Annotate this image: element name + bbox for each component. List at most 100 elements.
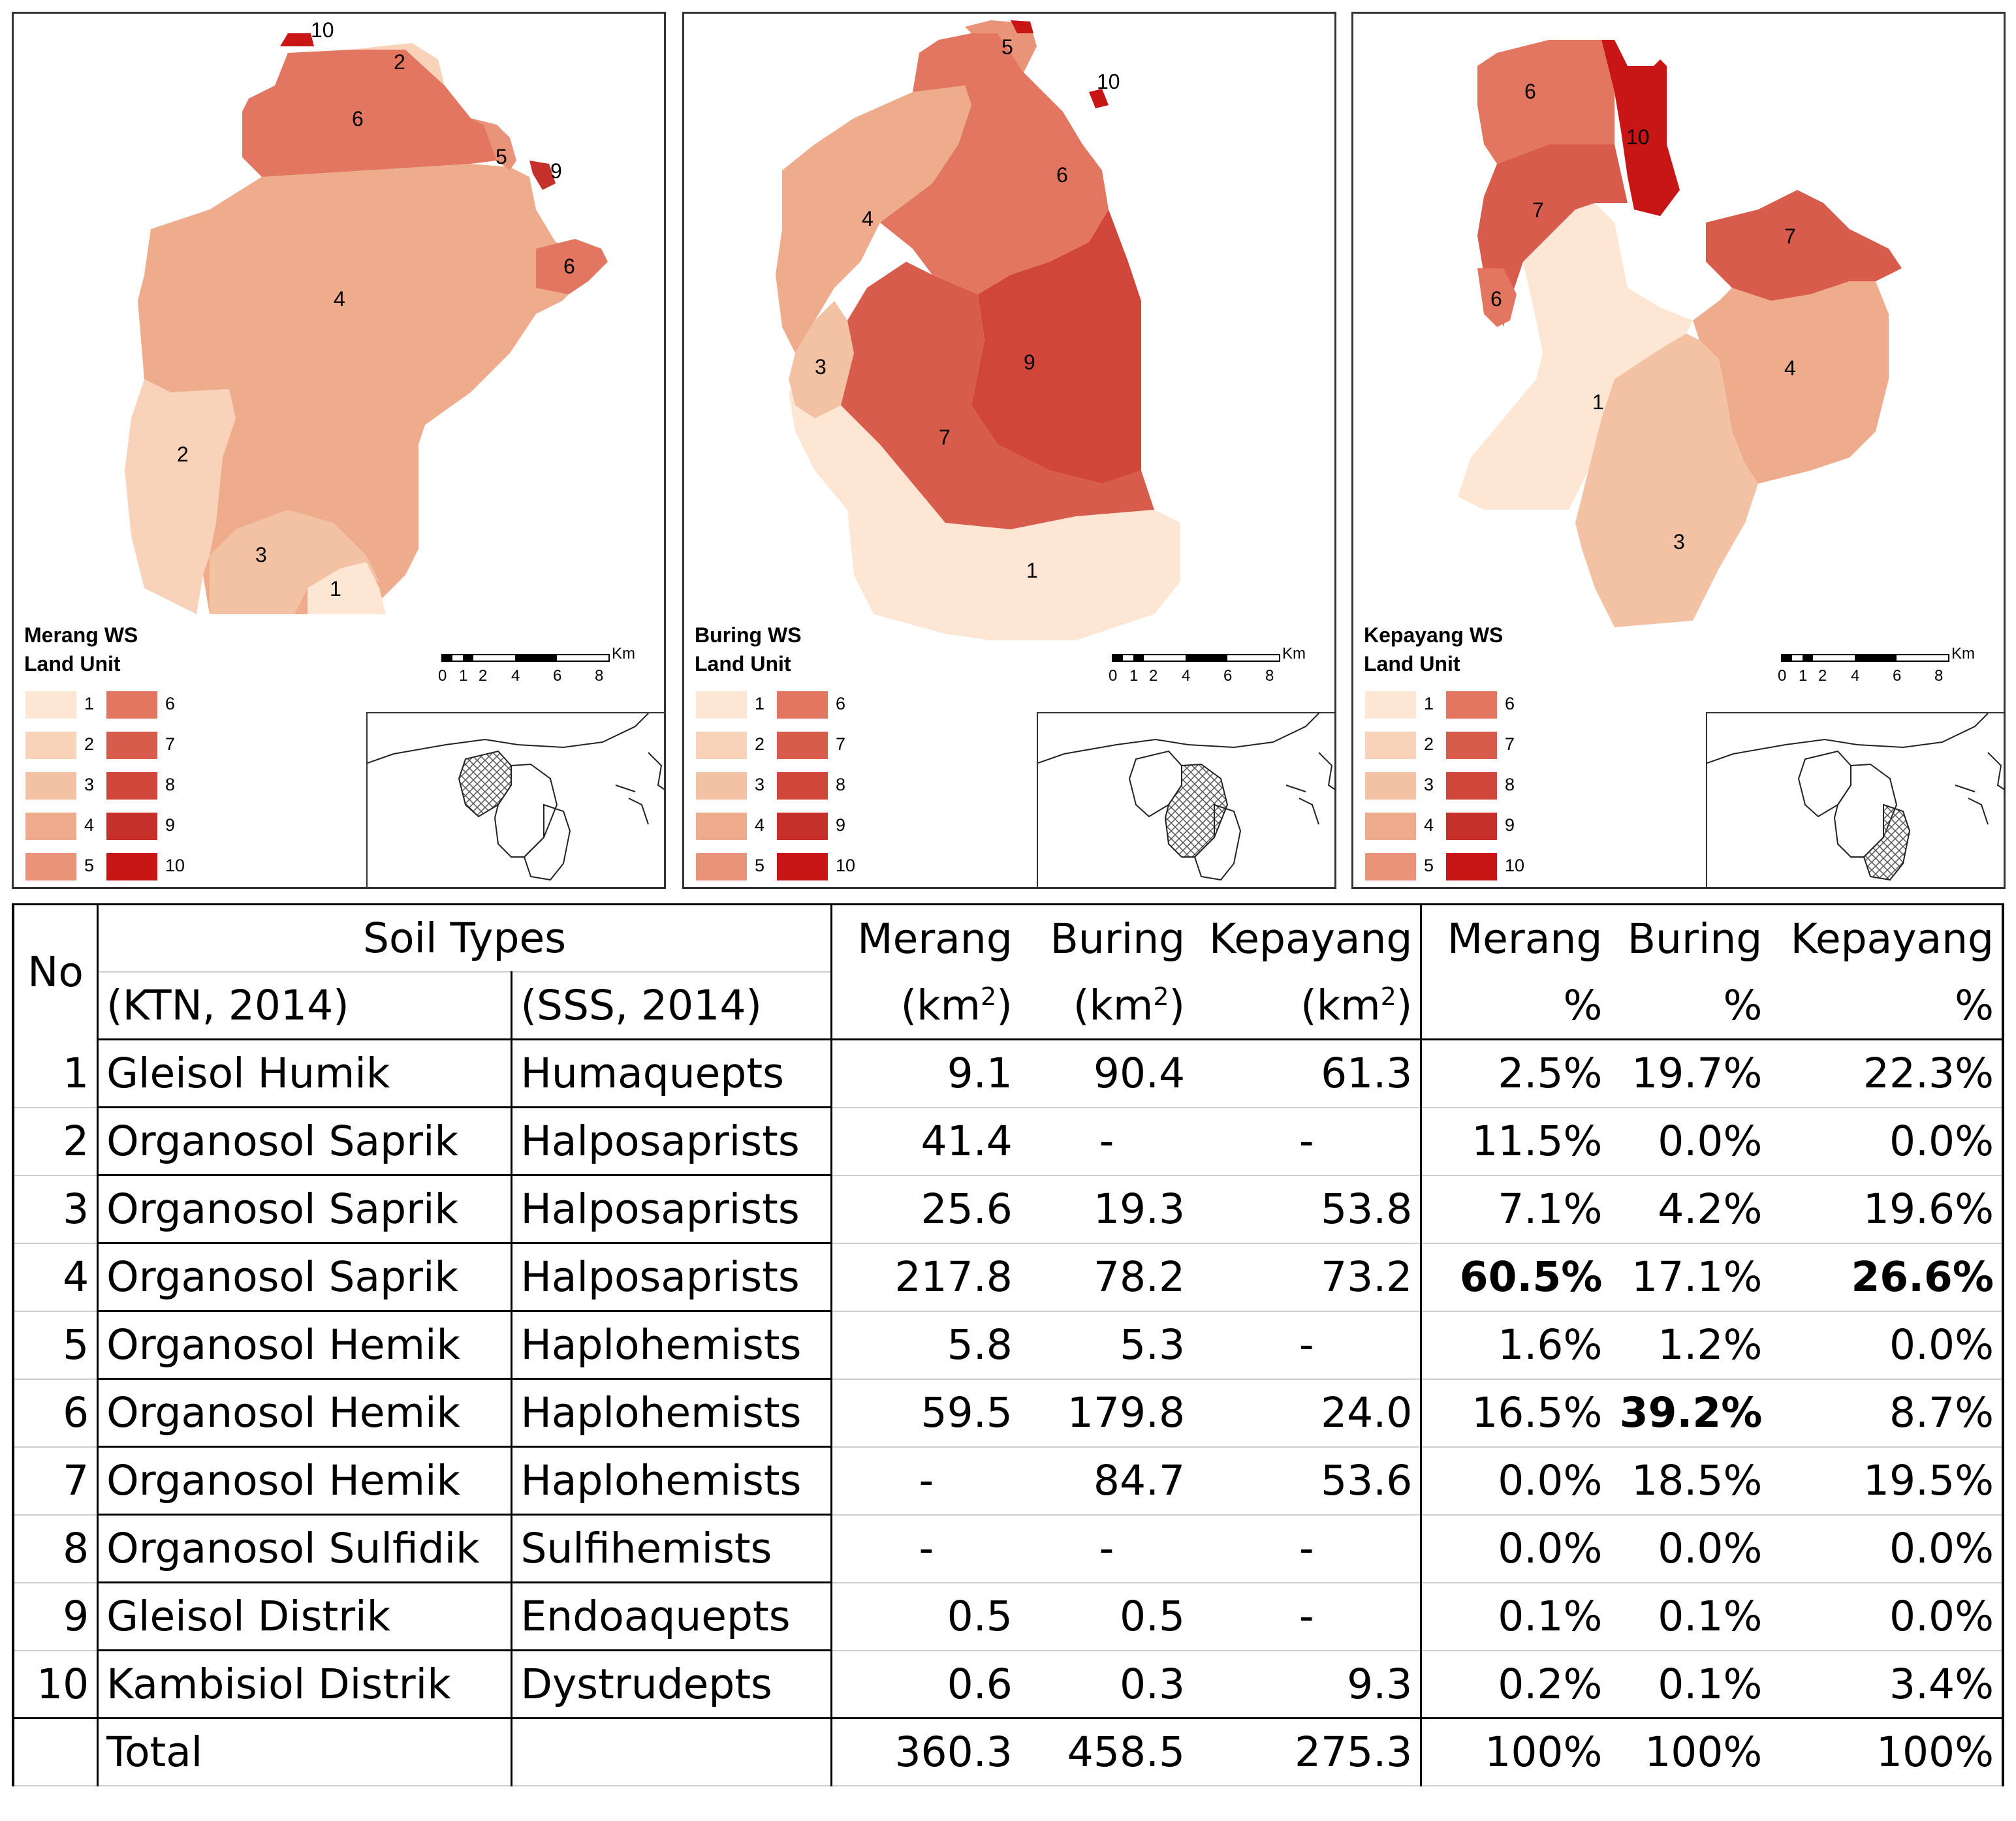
cell-pct-merang: 0.0%	[1420, 1446, 1611, 1516]
kepayang-unit-4	[1693, 281, 1889, 484]
cell-sss-total	[511, 1718, 832, 1786]
header-pct-unit-merang: %	[1420, 972, 1611, 1040]
buring-locator-inset	[1037, 712, 1334, 887]
cell-area-kepayang: -	[1193, 1107, 1421, 1176]
cell-area-merang: 59.5	[830, 1378, 1020, 1448]
cell-no: 2	[12, 1107, 98, 1176]
kepayang-map: 6 10 7 7 6 4 1 3	[1458, 40, 1902, 627]
cell-area-merang: 0.5	[830, 1582, 1020, 1651]
cell-area-kepayang: 53.8	[1193, 1175, 1421, 1244]
cell-pct-buring: 39.2%	[1610, 1378, 1771, 1448]
table-row: 4 Organosol Saprik Halposaprists 217.8 7…	[12, 1243, 2004, 1312]
cell-no-total	[12, 1718, 98, 1786]
kepayang-unit-1	[1458, 203, 1693, 510]
svg-text:Km: Km	[1951, 646, 1975, 662]
merang-unit-1	[307, 562, 386, 614]
cell-ktn: Organosol Hemik	[97, 1378, 512, 1448]
cell-pct-kepayang: 0.0%	[1770, 1311, 2004, 1380]
buring-label-10: 10	[1097, 70, 1120, 93]
cell-area-buring: 179.8	[1020, 1378, 1193, 1448]
cell-pct-buring: 18.5%	[1610, 1446, 1771, 1516]
cell-sss: Dystrudepts	[511, 1650, 832, 1719]
cell-area-kepayang: 24.0	[1193, 1378, 1421, 1448]
buring-unit-6	[880, 33, 1109, 294]
cell-pct-merang: 16.5%	[1420, 1378, 1611, 1448]
buring-label-6: 6	[1056, 163, 1068, 187]
merang-unit-6-east	[536, 239, 608, 294]
cell-pct-kepayang: 0.0%	[1770, 1107, 2004, 1176]
cell-area-merang: 5.8	[830, 1311, 1020, 1380]
kepayang-label-7: 7	[1532, 198, 1544, 222]
soil-types-table: No Soil Types Merang Buring Kepayang Mer…	[12, 903, 2004, 1786]
cell-area-merang: 25.6	[830, 1175, 1020, 1244]
cell-no: 4	[12, 1243, 98, 1312]
kepayang-label-1: 1	[1592, 390, 1604, 414]
kepayang-label-7b: 7	[1784, 225, 1796, 248]
cell-pct-merang: 2.5%	[1420, 1039, 1611, 1108]
cell-area-kepayang: 9.3	[1193, 1650, 1421, 1719]
merang-map: 10 2 6 5 9 6 4 2 3 1	[125, 18, 608, 614]
merang-scale-bar: Km 0 1 2 4 6 8	[438, 646, 635, 685]
cell-pct-merang: 11.5%	[1420, 1107, 1611, 1176]
buring-unit-9	[971, 210, 1141, 484]
cell-pct-merang: 60.5%	[1420, 1243, 1611, 1312]
table-header-row-1: No Soil Types Merang Buring Kepayang Mer…	[12, 903, 2004, 1040]
merang-unit-2-west	[125, 379, 236, 614]
kepayang-unit-10	[1601, 40, 1680, 216]
kepayang-unit-3	[1575, 334, 1758, 627]
svg-text:2: 2	[1818, 667, 1827, 685]
buring-label-9: 9	[1024, 350, 1035, 374]
merang-inset-highlight	[458, 750, 512, 818]
kepayang-label-4: 4	[1784, 356, 1796, 380]
total-pct-buring: 100%	[1610, 1718, 1771, 1786]
header-pct-unit-kepayang: %	[1770, 972, 2004, 1040]
svg-text:8: 8	[595, 667, 603, 685]
table-row: 5 Organosol Hemik Haplohemists 5.8 5.3 -…	[12, 1311, 2004, 1380]
cell-area-buring: 0.5	[1020, 1582, 1193, 1651]
header-area-merang: Merang	[830, 903, 1020, 972]
cell-sss: Sulfihemists	[511, 1514, 832, 1583]
cell-area-kepayang: -	[1193, 1514, 1421, 1583]
merang-label-2: 2	[394, 50, 405, 74]
kepayang-unit-7-west	[1477, 144, 1628, 327]
table-row: 9 Gleisol Distrik Endoaquepts 0.5 0.5 - …	[12, 1582, 2004, 1651]
header-pct-unit-buring: %	[1610, 972, 1771, 1040]
header-area-kepayang: Kepayang	[1193, 903, 1421, 972]
cell-sss: Halposaprists	[511, 1175, 832, 1244]
svg-text:1: 1	[1129, 667, 1138, 685]
header-pct-merang: Merang	[1420, 903, 1611, 972]
merang-label-6: 6	[352, 107, 364, 131]
buring-unit-1	[789, 366, 1180, 640]
cell-ktn: Kambisiol Distrik	[97, 1650, 512, 1719]
kepayang-label-6: 6	[1524, 80, 1536, 103]
cell-pct-kepayang: 8.7%	[1770, 1378, 2004, 1448]
merang-unit-9	[529, 161, 556, 190]
header-unit-merang: (km2)	[830, 972, 1020, 1040]
cell-area-buring: 90.4	[1020, 1039, 1193, 1108]
cell-area-buring: 84.7	[1020, 1446, 1193, 1516]
merang-label-10: 10	[311, 18, 334, 42]
total-area-buring: 458.5	[1020, 1718, 1193, 1786]
cell-pct-merang: 0.2%	[1420, 1650, 1611, 1719]
cell-pct-buring: 0.0%	[1610, 1514, 1771, 1583]
buring-unit-4	[776, 86, 971, 353]
merang-locator-inset	[366, 712, 664, 887]
cell-ktn: Gleisol Humik	[97, 1039, 512, 1108]
cell-area-buring: 19.3	[1020, 1175, 1193, 1244]
buring-scale-bar: Km 0 1 2 4 6 8	[1109, 646, 1306, 685]
cell-sss: Endoaquepts	[511, 1582, 832, 1651]
cell-no: 7	[12, 1446, 98, 1516]
svg-text:4: 4	[1851, 667, 1859, 685]
header-soil-types: Soil Types	[97, 903, 832, 973]
svg-text:Km: Km	[612, 646, 635, 662]
cell-ktn: Organosol Saprik	[97, 1243, 512, 1312]
kepayang-inset-highlight	[1863, 803, 1911, 881]
merang-unit-3	[210, 510, 379, 614]
cell-area-kepayang: 53.6	[1193, 1446, 1421, 1516]
cell-sss: Halposaprists	[511, 1243, 832, 1312]
merang-unit-2-north	[353, 43, 445, 86]
cell-no: 10	[12, 1650, 98, 1719]
merang-map-title: Merang WS Land Unit	[24, 623, 138, 676]
cell-sss: Halposaprists	[511, 1107, 832, 1176]
cell-ktn: Organosol Sulfidik	[97, 1514, 512, 1583]
